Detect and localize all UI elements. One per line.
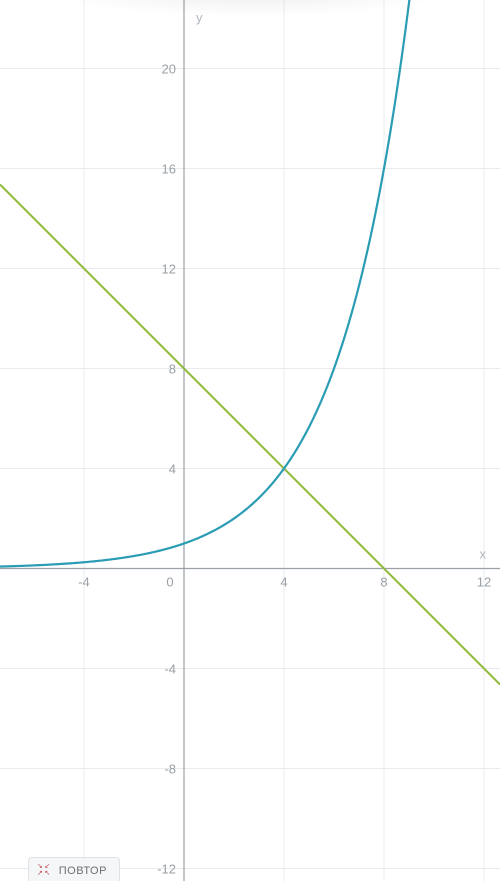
replay-button-label: ПОВТОР xyxy=(59,865,107,877)
tick-label-y: -4 xyxy=(164,662,176,677)
y-axis-label: y xyxy=(196,10,203,25)
tick-label-x: 8 xyxy=(380,575,387,590)
tick-label-x: 12 xyxy=(477,575,491,590)
replay-icon: ↘↙ ↗↖ xyxy=(37,864,51,877)
tick-label-y: -12 xyxy=(157,862,176,877)
tick-label-x: 4 xyxy=(280,575,287,590)
tick-label-x: -4 xyxy=(78,575,90,590)
tick-label-x: 0 xyxy=(166,575,173,590)
tick-label-y: -8 xyxy=(164,762,176,777)
tick-label-y: 8 xyxy=(169,362,176,377)
tick-label-y: 20 xyxy=(162,62,176,77)
chart-container: -4 0 4 8 12 -12 -8 -4 4 8 12 16 20 x y xyxy=(0,0,500,881)
series-line xyxy=(0,185,500,685)
chart-svg: -4 0 4 8 12 -12 -8 -4 4 8 12 16 20 x y xyxy=(0,0,500,881)
replay-button[interactable]: ↘↙ ↗↖ ПОВТОР xyxy=(28,857,120,881)
series-exponential xyxy=(0,0,415,567)
tick-label-y: 16 xyxy=(162,162,176,177)
tick-label-y: 12 xyxy=(162,262,176,277)
x-axis-label: x xyxy=(480,547,487,562)
tick-label-y: 4 xyxy=(169,462,176,477)
